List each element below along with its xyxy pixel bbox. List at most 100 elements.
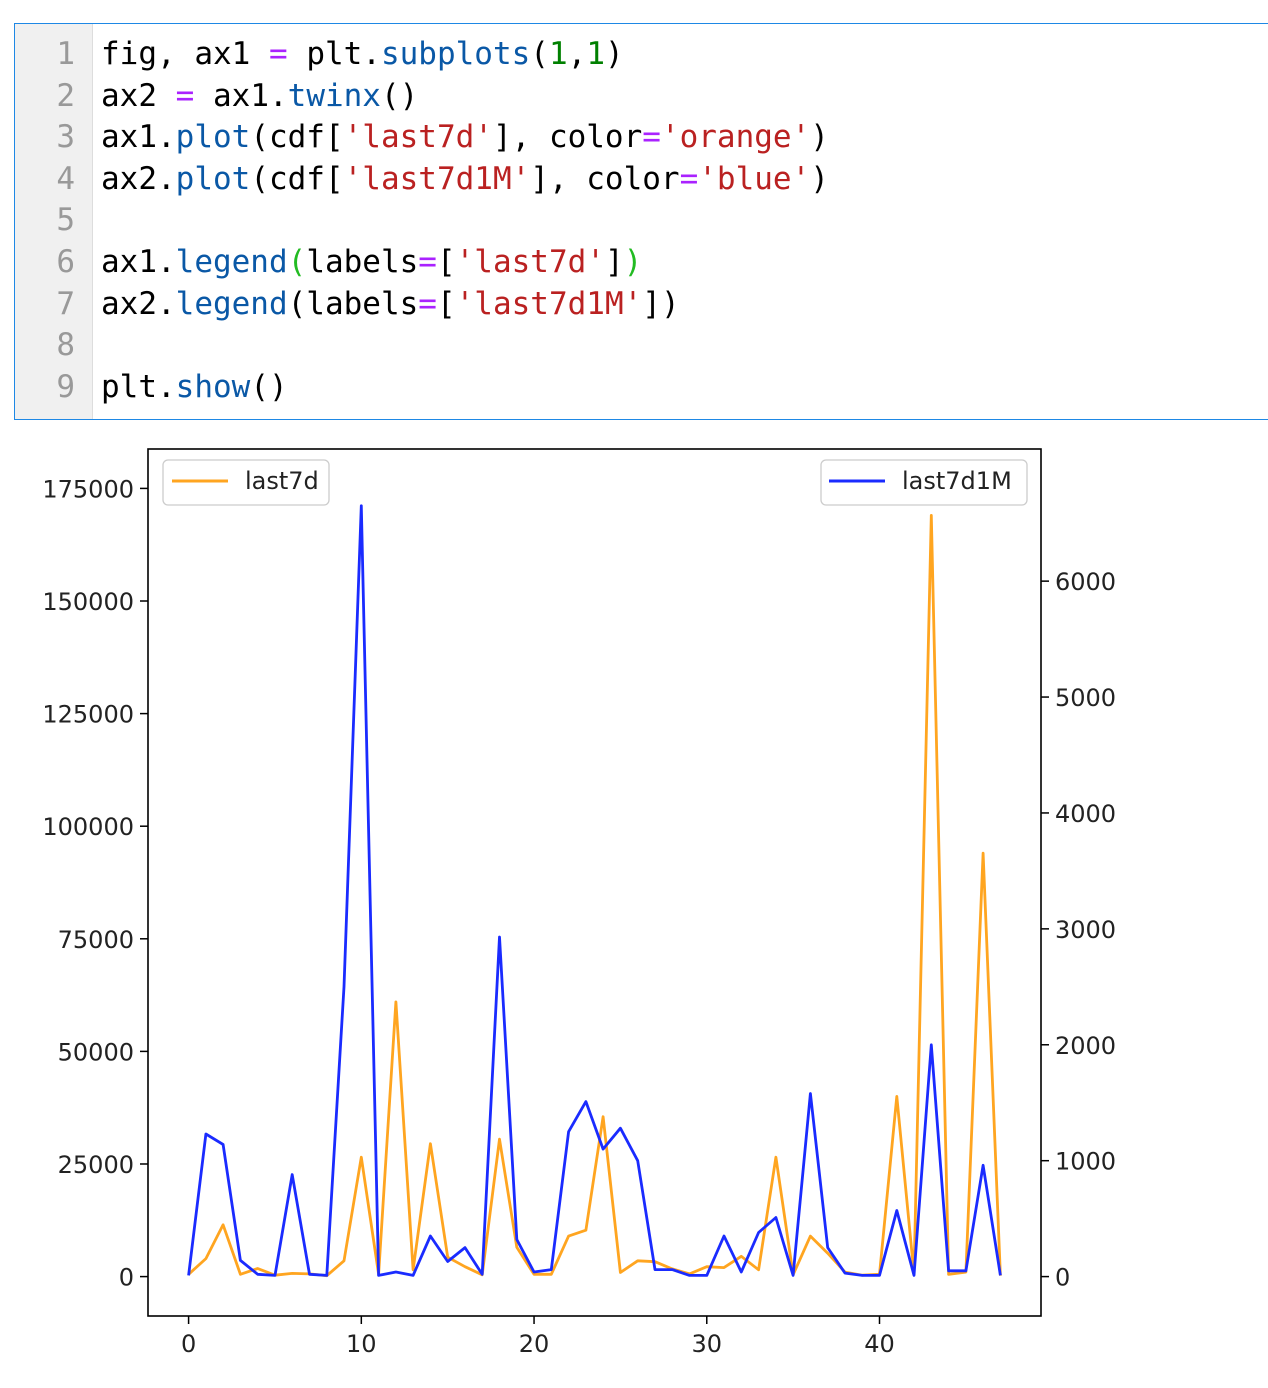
code-token: legend [175, 285, 288, 322]
line-number: 5 [56, 202, 75, 239]
left-y-tick-label: 75000 [58, 926, 134, 954]
code-line[interactable]: 7 ax2.legend(labels=['last7d1M']) [15, 283, 1268, 325]
right-y-tick-label: 0 [1055, 1264, 1070, 1292]
series-line-last7d [187, 514, 1002, 1278]
code-token: () [250, 368, 288, 405]
code-token: 1 [548, 36, 568, 72]
code-token: ], color [530, 160, 680, 197]
legend-last7d1M: last7d1M [820, 459, 1028, 506]
series-line-last7d1M [187, 504, 1002, 1277]
code-line[interactable]: 4 ax2.plot(cdf['last7d1M'], color='blue') [15, 158, 1268, 200]
code-token: legend [175, 244, 288, 280]
code-cell[interactable]: 1 fig, ax1 = plt.subplots(1,1) 2 ax2 = ax1.… [14, 23, 1268, 420]
code-text: plt.show() [101, 366, 288, 408]
left-y-tick-label: 25000 [58, 1151, 134, 1179]
code-token: plot [175, 119, 251, 156]
legend-label: last7d1M [902, 467, 1012, 495]
twin-axis-line-chart: 0250005000075000100000125000150000175000… [42, 448, 1116, 1358]
code-token: ax2 [101, 77, 176, 114]
legend-box [820, 459, 1028, 506]
code-token: labels [306, 244, 419, 280]
code-token: ( [287, 244, 307, 280]
right-y-axis: 0 1000 2000 3000 4000 5000 6000 [1041, 568, 1116, 1292]
right-y-tick-label: 1000 [1055, 1148, 1116, 1176]
line-number-gutter [15, 24, 93, 419]
code-token: 1 [586, 36, 605, 72]
right-y-tick-label: 2000 [1055, 1032, 1116, 1060]
code-line[interactable]: 3 ax1.plot(cdf['last7d'], color='orange') [15, 116, 1268, 158]
line-number: 1 [56, 36, 75, 72]
x-tick-label: 10 [346, 1330, 377, 1358]
code-token: ] [604, 244, 624, 280]
left-y-axis: 0 25000 50000 75000 100000 125000 150000 175000 [42, 475, 148, 1292]
code-token: ax2. [101, 160, 176, 197]
left-y-tick-label: 100000 [42, 813, 134, 841]
x-tick-label: 40 [864, 1330, 895, 1358]
code-token: 'blue' [698, 160, 811, 197]
code-token: = [418, 244, 437, 280]
code-token: = [679, 160, 699, 197]
code-token: ( [530, 36, 549, 72]
code-token: [ [436, 244, 456, 280]
line-number: 3 [56, 119, 75, 156]
plot-area [147, 448, 1042, 1317]
legend-last7d: last7d [162, 459, 330, 506]
code-token: ) [604, 36, 624, 72]
code-token: 'orange' [660, 119, 811, 156]
code-token: subplots [380, 36, 531, 72]
code-token: fig, ax1 [101, 36, 269, 72]
left-y-tick-label: 175000 [42, 475, 134, 503]
code-token: plt. [287, 36, 381, 72]
code-token: (cdf[ [250, 160, 344, 197]
right-y-tick-label: 5000 [1055, 684, 1116, 712]
code-token: plot [175, 160, 251, 197]
code-text: fig, ax1 = plt.subplots(1,1) [101, 33, 624, 75]
right-y-tick-label: 6000 [1055, 568, 1116, 596]
left-y-tick-label: 50000 [58, 1038, 134, 1066]
code-token: ) [810, 119, 829, 156]
line-number: 6 [56, 244, 75, 280]
code-text: ax1.legend(labels=['last7d']) [101, 241, 642, 283]
code-token: (labels [287, 285, 419, 322]
code-token: ax1. [101, 244, 176, 280]
code-token: = [642, 119, 661, 156]
code-token: 'last7d1M' [343, 160, 531, 197]
code-text: ax2 = ax1.twinx() [101, 75, 418, 117]
code-token: 'last7d' [455, 244, 605, 280]
line-number: 4 [56, 160, 75, 197]
x-axis: 0 10 20 30 40 [181, 1316, 895, 1358]
code-token: , [567, 36, 587, 72]
code-token: ) [623, 244, 643, 280]
right-y-tick-label: 4000 [1055, 800, 1116, 828]
code-token: show [175, 368, 251, 405]
code-token: ax1. [194, 77, 288, 114]
left-y-tick-label: 0 [119, 1264, 134, 1292]
line-number: 9 [56, 368, 75, 405]
series-lines [187, 504, 1002, 1278]
code-line[interactable]: 8 [15, 324, 1268, 366]
code-token: ], color [492, 119, 643, 156]
line-number: 2 [56, 77, 75, 114]
code-line[interactable]: 1 fig, ax1 = plt.subplots(1,1) [15, 33, 1268, 75]
code-token: 'last7d1M' [455, 285, 643, 322]
code-line[interactable]: 2 ax2 = ax1.twinx() [15, 75, 1268, 117]
code-token: = [418, 285, 437, 322]
left-y-tick-label: 125000 [42, 701, 134, 729]
code-token: [ [436, 285, 456, 322]
code-token: plt. [101, 368, 176, 405]
code-text: ax1.plot(cdf['last7d'], color='orange') [101, 116, 829, 158]
code-token: () [380, 77, 419, 114]
code-line[interactable]: 6 ax1.legend(labels=['last7d']) [15, 241, 1268, 283]
code-token: = [268, 36, 288, 72]
code-line[interactable]: 5 [15, 199, 1268, 241]
code-line[interactable]: 9 plt.show() [15, 366, 1268, 408]
x-tick-label: 20 [519, 1330, 550, 1358]
legend-box [162, 459, 330, 506]
left-y-tick-label: 150000 [42, 588, 134, 616]
code-token: ) [810, 160, 829, 197]
line-number: 8 [56, 327, 75, 364]
code-text: ax2.plot(cdf['last7d1M'], color='blue') [101, 158, 829, 200]
code-text: ax2.legend(labels=['last7d1M']) [101, 283, 680, 325]
code-token: ]) [642, 285, 680, 322]
code-token: 'last7d' [343, 119, 493, 156]
